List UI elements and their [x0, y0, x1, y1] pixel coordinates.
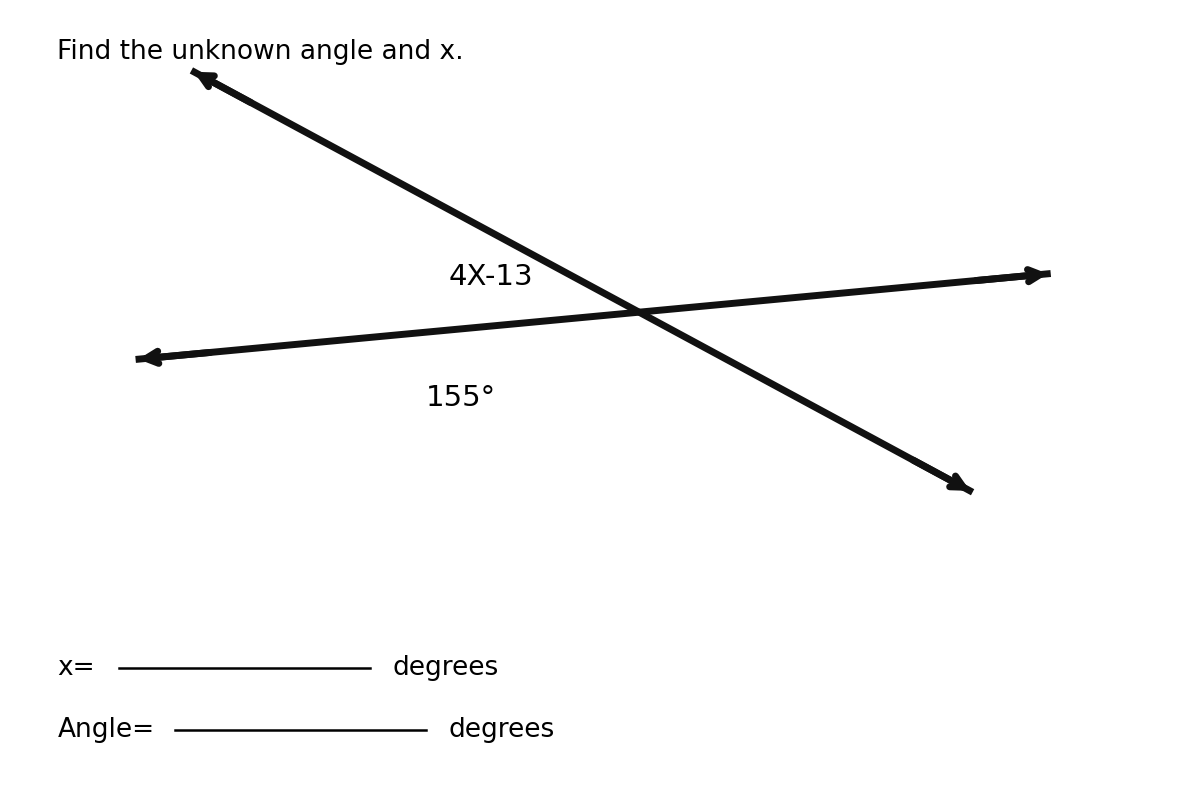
- Text: degrees: degrees: [448, 717, 554, 744]
- Text: Angle=: Angle=: [58, 717, 155, 744]
- Text: 4X-13: 4X-13: [448, 264, 533, 292]
- Text: x=: x=: [58, 655, 95, 681]
- Text: Find the unknown angle and x.: Find the unknown angle and x.: [58, 39, 464, 65]
- Text: 155°: 155°: [426, 384, 496, 413]
- Text: degrees: degrees: [392, 655, 498, 681]
